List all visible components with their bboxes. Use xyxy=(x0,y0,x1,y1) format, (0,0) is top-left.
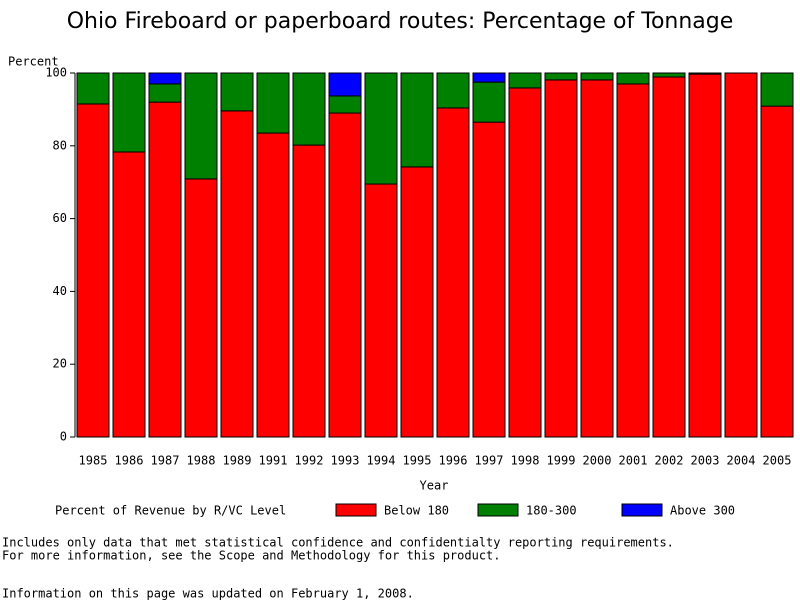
x-tick-label: 1991 xyxy=(259,454,288,468)
x-tick-label: 2004 xyxy=(727,454,756,468)
footnote: Includes only data that met statistical … xyxy=(2,536,674,550)
bar-segment xyxy=(580,79,614,438)
x-tick-label: 2005 xyxy=(763,454,792,468)
x-tick-label: 1997 xyxy=(475,454,504,468)
bar-segment xyxy=(472,72,506,83)
legend-title: Percent of Revenue by R/VC Level xyxy=(55,504,286,518)
y-tick-label: 60 xyxy=(53,211,67,225)
y-tick-label: 100 xyxy=(45,66,67,80)
x-tick-label: 1987 xyxy=(151,454,180,468)
bar-segment xyxy=(184,178,218,438)
x-tick-label: 2001 xyxy=(619,454,648,468)
bar-segment xyxy=(616,72,650,85)
bar-segment xyxy=(112,151,146,438)
legend-label: 180-300 xyxy=(526,504,577,518)
bar-segment xyxy=(652,76,686,438)
x-tick-label: 1996 xyxy=(439,454,468,468)
y-tick-label: 0 xyxy=(60,430,67,444)
x-tick-label: 1995 xyxy=(403,454,432,468)
chart-title: Ohio Fireboard or paperboard routes: Per… xyxy=(67,9,734,34)
bar-segment xyxy=(364,72,398,185)
x-tick-label: 2003 xyxy=(691,454,720,468)
bar-segment xyxy=(688,73,722,438)
bar-segment xyxy=(616,83,650,438)
bar-segment xyxy=(580,72,614,81)
legend-swatch xyxy=(477,503,519,517)
legend-swatch xyxy=(621,503,663,517)
footnote: For more information, see the Scope and … xyxy=(2,549,501,563)
bar-segment xyxy=(400,166,434,438)
bar-segment xyxy=(220,110,254,438)
bar-segment xyxy=(472,121,506,438)
bar-segment xyxy=(364,183,398,438)
bar-segment xyxy=(184,72,218,180)
bar-segment xyxy=(148,83,182,103)
bar-segment xyxy=(76,72,110,105)
bar-segment xyxy=(436,107,470,438)
bar-segment xyxy=(544,72,578,81)
footnote: Information on this page was updated on … xyxy=(2,587,414,600)
bar-segment xyxy=(400,72,434,168)
bar-segment xyxy=(328,112,362,438)
x-tick-label: 2002 xyxy=(655,454,684,468)
x-tick-label: 1994 xyxy=(367,454,396,468)
bar-segment xyxy=(544,79,578,438)
x-tick-label: 1989 xyxy=(223,454,252,468)
x-tick-label: 1998 xyxy=(511,454,540,468)
bar-segment xyxy=(436,72,470,109)
bar-segment xyxy=(220,72,254,112)
bar-segment xyxy=(688,72,722,75)
bar-segment xyxy=(292,144,326,438)
legend-label: Above 300 xyxy=(670,504,735,518)
x-tick-label: 1993 xyxy=(331,454,360,468)
legend-label: Below 180 xyxy=(384,504,449,518)
bar-segment xyxy=(112,72,146,153)
y-tick-label: 40 xyxy=(53,284,67,298)
bar-segment xyxy=(328,72,362,97)
y-tick-label: 80 xyxy=(53,138,67,152)
legend-swatch xyxy=(335,503,377,517)
bar-segment xyxy=(472,81,506,123)
bar-segment xyxy=(508,87,542,438)
y-tick-label: 20 xyxy=(53,357,67,371)
bar-segment xyxy=(760,72,794,107)
y-axis-label: Percent xyxy=(8,55,59,69)
bar-segment xyxy=(76,103,110,438)
bar-segment xyxy=(760,105,794,438)
x-tick-label: 1985 xyxy=(79,454,108,468)
x-tick-label: 1992 xyxy=(295,454,324,468)
x-tick-label: 1988 xyxy=(187,454,216,468)
x-tick-label: 1999 xyxy=(547,454,576,468)
bar-segment xyxy=(292,72,326,146)
bar-segment xyxy=(652,72,686,78)
x-tick-label: 2000 xyxy=(583,454,612,468)
x-axis-label: Year xyxy=(420,479,449,493)
bar-segment xyxy=(508,72,542,89)
x-tick-label: 1986 xyxy=(115,454,144,468)
bar-segment xyxy=(724,72,758,438)
bar-segment xyxy=(148,101,182,438)
bar-segment xyxy=(256,72,290,134)
bar-segment xyxy=(256,132,290,438)
bar-segment xyxy=(328,95,362,114)
bar-segment xyxy=(148,72,182,85)
